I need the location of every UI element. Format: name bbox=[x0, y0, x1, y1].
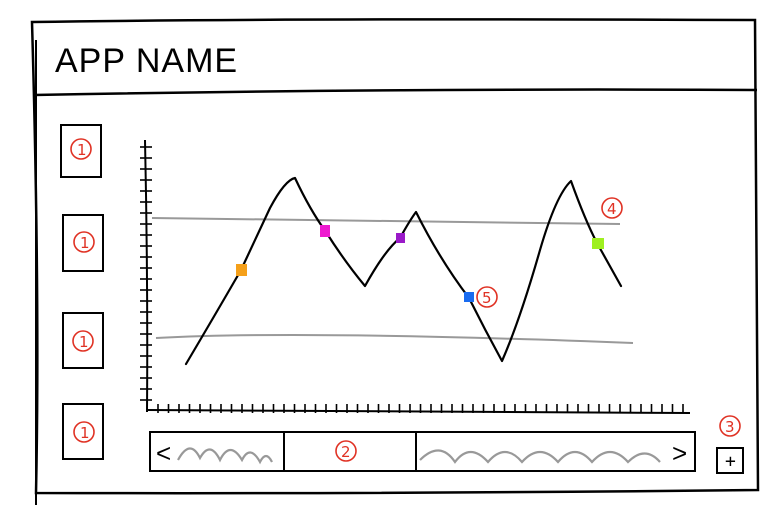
callout-upper-threshold: 4 bbox=[607, 200, 617, 218]
sidebar: 1 1 1 1 bbox=[60, 124, 104, 460]
data-point-marker[interactable] bbox=[396, 233, 405, 243]
scrollbar-track-left[interactable] bbox=[177, 447, 273, 465]
sidebar-button-label: 1 bbox=[80, 234, 90, 252]
data-point-marker[interactable] bbox=[464, 292, 474, 302]
scrollbar-thumb-label: 2 bbox=[341, 443, 351, 461]
data-point-marker[interactable] bbox=[320, 225, 330, 237]
app-window bbox=[30, 18, 760, 505]
y-axis-ticks bbox=[140, 146, 152, 401]
sidebar-button-label: 1 bbox=[79, 333, 89, 351]
sidebar-button-4[interactable]: 1 bbox=[62, 403, 104, 460]
zoom-control[interactable]: 3 + bbox=[716, 415, 744, 474]
zoom-in-label: + bbox=[725, 451, 736, 472]
data-point-marker[interactable] bbox=[236, 264, 247, 276]
upper-threshold-line[interactable] bbox=[151, 217, 621, 225]
sidebar-button-3[interactable]: 1 bbox=[62, 312, 104, 369]
sidebar-button-1[interactable]: 1 bbox=[60, 124, 102, 178]
scroll-left-arrow[interactable]: < bbox=[156, 438, 171, 468]
sidebar-button-2[interactable]: 1 bbox=[62, 214, 104, 272]
zoom-callout: 3 bbox=[725, 418, 735, 436]
zoom-in-button[interactable] bbox=[716, 447, 744, 474]
data-line bbox=[184, 176, 623, 366]
sidebar-button-label: 1 bbox=[80, 424, 90, 442]
callout-4-circle bbox=[601, 197, 623, 219]
callout-5-circle bbox=[476, 286, 498, 308]
x-axis bbox=[146, 409, 691, 414]
app-title: APP NAME bbox=[55, 42, 238, 80]
lower-threshold-line[interactable] bbox=[155, 333, 634, 344]
line-chart: 4 5 bbox=[140, 139, 691, 414]
scroll-right-arrow[interactable]: > bbox=[672, 438, 687, 468]
x-axis-ticks bbox=[157, 404, 684, 413]
title-bar: APP NAME bbox=[33, 42, 758, 97]
data-point-marker[interactable] bbox=[592, 238, 604, 249]
scrollbar-track-right[interactable] bbox=[419, 449, 661, 464]
sidebar-button-label: 1 bbox=[77, 141, 87, 159]
horizontal-scrollbar[interactable]: < > 2 bbox=[149, 431, 696, 472]
scrollbar-thumb[interactable]: 2 bbox=[283, 433, 417, 470]
callout-data-point: 5 bbox=[482, 289, 492, 307]
